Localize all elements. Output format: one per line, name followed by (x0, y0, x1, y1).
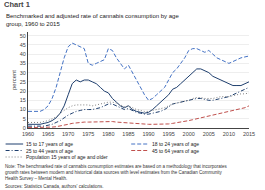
svg-text:25 to 44 years of age: 25 to 44 years of age (26, 148, 73, 154)
svg-text:15: 15 (20, 97, 26, 103)
svg-text:15 to 17 years of age: 15 to 17 years of age (26, 141, 73, 147)
svg-text:0: 0 (23, 125, 26, 131)
svg-text:10: 10 (20, 106, 26, 112)
svg-text:45 to 64 years of age: 45 to 64 years of age (152, 148, 199, 154)
svg-text:2015: 2015 (243, 131, 255, 137)
svg-text:Sources: Statistics Canada, au: Sources: Statistics Canada, authors' cal… (5, 184, 103, 189)
svg-text:25: 25 (20, 79, 26, 85)
svg-text:50: 50 (20, 33, 26, 39)
svg-text:Note: The benchmarked rate of: Note: The benchmarked rate of cannabis c… (5, 164, 228, 181)
svg-text:1990: 1990 (142, 131, 154, 137)
svg-text:1975: 1975 (82, 131, 94, 137)
svg-text:percent: percent (11, 70, 17, 90)
svg-text:5: 5 (23, 116, 26, 122)
svg-text:2005: 2005 (203, 131, 215, 137)
svg-text:1995: 1995 (163, 131, 175, 137)
svg-text:2010: 2010 (223, 131, 235, 137)
svg-text:30: 30 (20, 70, 26, 76)
svg-text:Benchmarked and adjusted rate: Benchmarked and adjusted rate of cannabi… (6, 13, 179, 27)
svg-text:Chart 1: Chart 1 (4, 0, 30, 9)
svg-text:1985: 1985 (122, 131, 134, 137)
svg-text:20: 20 (20, 88, 26, 94)
svg-text:2000: 2000 (183, 131, 195, 137)
svg-text:45: 45 (20, 42, 26, 48)
svg-text:35: 35 (20, 60, 26, 66)
svg-text:1970: 1970 (62, 131, 74, 137)
svg-text:18 to 24 years of age: 18 to 24 years of age (152, 141, 199, 147)
svg-text:40: 40 (20, 51, 26, 57)
svg-text:1965: 1965 (42, 131, 54, 137)
svg-text:Population 15 years of age and: Population 15 years of age and older (26, 154, 108, 160)
svg-text:1980: 1980 (102, 131, 114, 137)
svg-text:1960: 1960 (22, 131, 34, 137)
